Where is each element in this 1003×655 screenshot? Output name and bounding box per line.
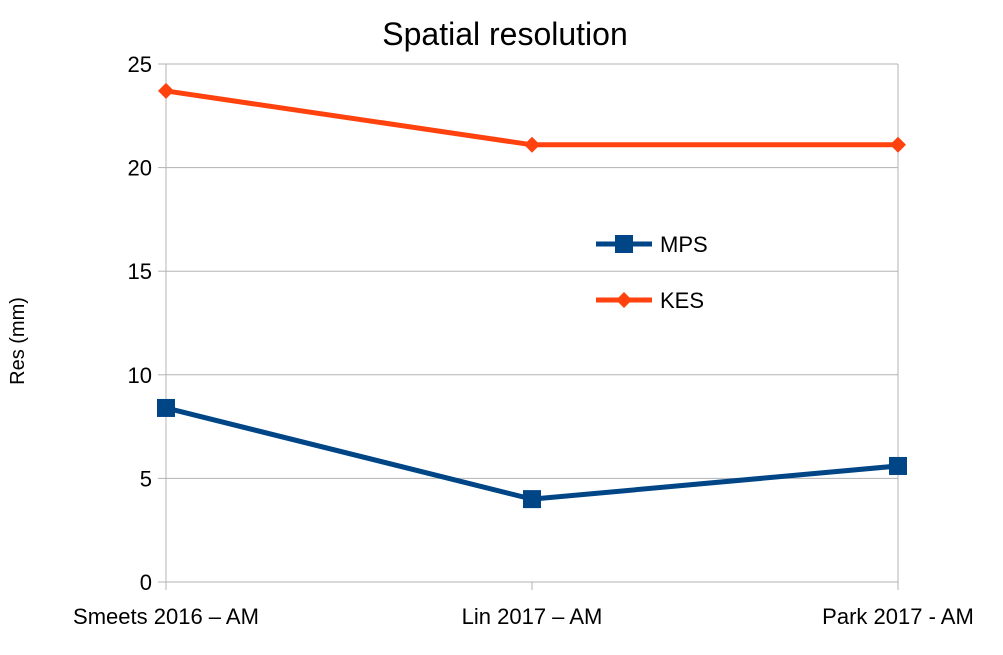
x-axis-ticks: Smeets 2016 – AM Lin 2017 – AM Park 2017 -…: [73, 582, 974, 629]
data-point: [523, 490, 541, 509]
series-group: [157, 82, 907, 509]
y-tick-label: 0: [140, 570, 152, 595]
x-tick-label: Smeets 2016 – AM: [73, 604, 259, 629]
data-point: [158, 82, 174, 99]
x-tick-label: Park 2017 - AM: [822, 604, 974, 629]
data-point: [524, 136, 540, 153]
y-tick-label: 25: [128, 52, 152, 77]
legend-item: KES: [596, 288, 704, 313]
data-point: [889, 456, 907, 475]
data-point: [890, 136, 906, 153]
x-tick-label: Lin 2017 – AM: [462, 604, 603, 629]
y-axis-ticks: 0 5 10 15 20 25: [128, 52, 166, 595]
y-tick-label: 10: [128, 363, 152, 388]
legend-marker: [615, 235, 633, 253]
y-tick-label: 5: [140, 466, 152, 491]
series-line: [165, 405, 899, 502]
legend-item: MPS: [596, 232, 708, 257]
legend-label: MPS: [660, 232, 708, 257]
chart-title: Spatial resolution: [382, 16, 627, 52]
gridlines: [166, 63, 898, 479]
y-axis-label: Res (mm): [7, 297, 29, 385]
legend-label: KES: [660, 288, 704, 313]
series-mps: [157, 398, 907, 509]
y-tick-label: 20: [128, 156, 152, 181]
y-tick-label: 15: [128, 259, 152, 284]
legend: MPS KES: [596, 232, 708, 313]
series-kes: [158, 82, 906, 153]
series-line: [165, 88, 898, 148]
data-point: [157, 398, 175, 417]
legend-marker: [616, 292, 632, 308]
